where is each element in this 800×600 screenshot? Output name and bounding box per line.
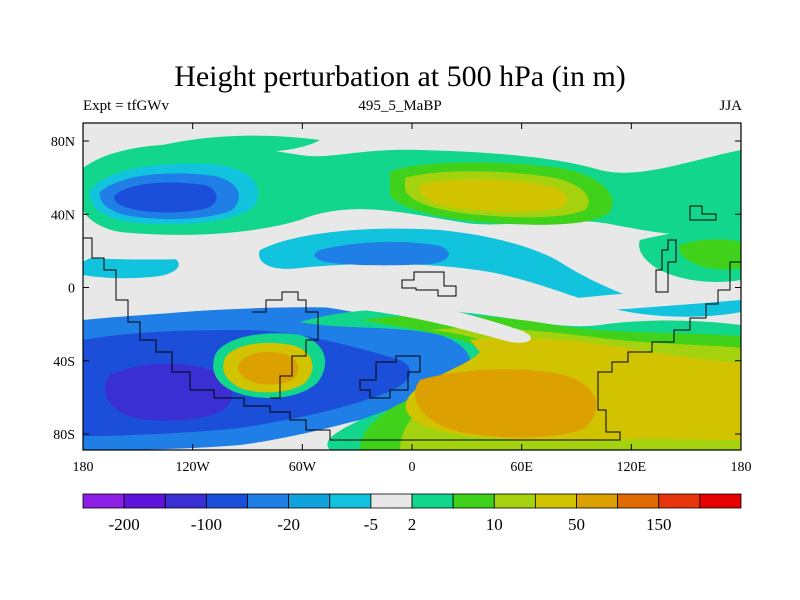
subtitle-left: Expt = tfGWv xyxy=(83,98,169,114)
contour-field xyxy=(83,123,741,450)
colorbar-swatch xyxy=(411,493,454,509)
colorbar-label: -200 xyxy=(109,515,140,534)
y-tick-label: 80S xyxy=(53,428,75,443)
contour-nh-blue-deep xyxy=(114,182,217,213)
y-tick-label: 0 xyxy=(68,282,75,297)
coastlines xyxy=(83,205,741,441)
y-tick-label: 80N xyxy=(51,135,75,150)
contour-nh-green-north xyxy=(150,135,320,155)
colorbar-label: -5 xyxy=(364,515,378,534)
colorbar-swatch xyxy=(370,493,413,509)
colorbar: -200 -100 -20 -5 2 10 50 150 xyxy=(82,493,742,534)
coastline-island xyxy=(401,271,457,297)
x-tick-label: 180 xyxy=(73,460,94,475)
colorbar-label: 50 xyxy=(568,515,585,534)
y-tick-label: 40N xyxy=(51,208,75,223)
x-tick-label: 120E xyxy=(617,460,647,475)
colorbar-label: 10 xyxy=(486,515,503,534)
gap-sh-front xyxy=(83,291,531,343)
colorbar-swatch xyxy=(329,493,372,509)
subtitle-center: 495_5_MaBP xyxy=(358,98,442,114)
contour-sh-orange xyxy=(414,369,597,438)
subtitle-right: JJA xyxy=(719,98,742,114)
x-tick-label: 120W xyxy=(176,460,211,475)
contour-eq-blue-mid xyxy=(314,241,449,266)
chart-title: Height perturbation at 500 hPa (in m) xyxy=(174,60,626,93)
coastline-americas xyxy=(83,237,360,441)
colorbar-swatch xyxy=(534,493,577,509)
colorbar-swatch xyxy=(699,493,742,509)
y-axis: 80N 40N 0 40S 80S xyxy=(51,135,741,443)
gap-sh-east xyxy=(560,288,741,312)
x-tick-label: 60E xyxy=(510,460,533,475)
colorbar-swatch xyxy=(288,493,331,509)
coastline-east xyxy=(655,239,677,293)
coastline-africa xyxy=(359,355,421,399)
x-axis: 180 120W 60W 0 60E 120E 180 xyxy=(73,123,752,475)
contour-nh-orange xyxy=(419,179,568,212)
colorbar-swatch xyxy=(493,493,536,509)
colorbar-label: 2 xyxy=(408,515,417,534)
colorbar-swatch xyxy=(617,493,660,509)
x-tick-label: 60W xyxy=(289,460,317,475)
colorbar-swatch xyxy=(205,493,248,509)
colorbar-swatch xyxy=(164,493,207,509)
x-tick-label: 180 xyxy=(731,460,752,475)
contour-sh-blue-deepest xyxy=(105,363,233,421)
colorbar-label: -100 xyxy=(191,515,222,534)
y-tick-label: 40S xyxy=(53,355,75,370)
colorbar-swatch xyxy=(658,493,701,509)
coastline-antarctica xyxy=(336,261,741,441)
colorbar-swatch xyxy=(452,493,495,509)
gap-nh-lower xyxy=(83,239,260,260)
colorbar-label: -20 xyxy=(277,515,300,534)
colorbar-swatch xyxy=(576,493,619,509)
colorbar-swatch xyxy=(247,493,290,509)
colorbar-label: 150 xyxy=(646,515,672,534)
coastline-eurasia xyxy=(689,205,717,221)
coastline-southamerica-west xyxy=(252,291,319,399)
contour-east-lightgreen xyxy=(679,239,741,270)
colorbar-swatch xyxy=(123,493,166,509)
x-tick-label: 0 xyxy=(409,460,416,475)
colorbar-swatch xyxy=(82,493,125,509)
